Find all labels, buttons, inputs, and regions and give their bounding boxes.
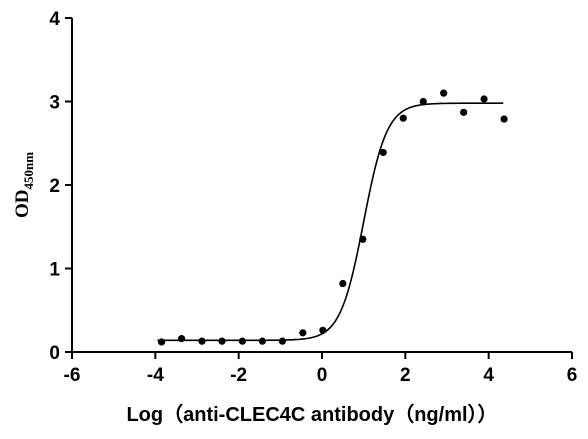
- axis-labels-layer: Log（anti-CLEC4C antibody（ng/ml）） OD450nm: [12, 152, 498, 426]
- y-tick-label: 2: [49, 176, 60, 197]
- x-tick-label: 2: [400, 365, 411, 386]
- y-axis-label-main: OD: [12, 190, 33, 219]
- data-point: [379, 148, 387, 157]
- y-tick-label: 0: [49, 343, 60, 364]
- fit-curve: [157, 102, 504, 342]
- y-axis-label: OD450nm: [12, 152, 36, 218]
- x-axis-label: Log（anti-CLEC4C antibody（ng/ml））: [126, 403, 497, 426]
- data-point: [460, 108, 468, 116]
- x-tick-label: 6: [567, 365, 578, 386]
- data-point: [218, 337, 226, 345]
- data-point: [399, 114, 407, 122]
- data-point: [440, 89, 448, 97]
- x-tick-label: 4: [483, 365, 494, 386]
- data-point: [278, 337, 287, 345]
- data-point: [198, 337, 206, 345]
- data-point: [177, 335, 186, 343]
- data-point: [480, 95, 488, 103]
- x-tick-label: 0: [317, 365, 328, 386]
- data-point: [359, 235, 367, 243]
- data-point: [258, 337, 267, 345]
- data-point: [319, 326, 327, 334]
- data-point: [339, 279, 347, 288]
- data-point: [238, 337, 247, 345]
- y-axis-label-subscript: 450nm: [21, 152, 36, 190]
- y-tick-label: 1: [49, 260, 60, 281]
- x-tick-label: -4: [147, 365, 164, 386]
- data-point: [299, 329, 307, 337]
- data-point: [500, 115, 508, 123]
- y-tick-label: 4: [49, 9, 60, 30]
- data-points-layer: [157, 89, 508, 346]
- x-tick-label: -2: [230, 365, 247, 386]
- fit-curve-layer: [157, 102, 504, 342]
- data-point: [419, 97, 427, 106]
- data-point: [157, 338, 166, 346]
- axes: 0 1 2 3 4 -6 -4 -2 0 2 4 6: [49, 9, 577, 386]
- x-tick-label: -6: [64, 365, 81, 386]
- y-tick-label: 3: [49, 93, 60, 114]
